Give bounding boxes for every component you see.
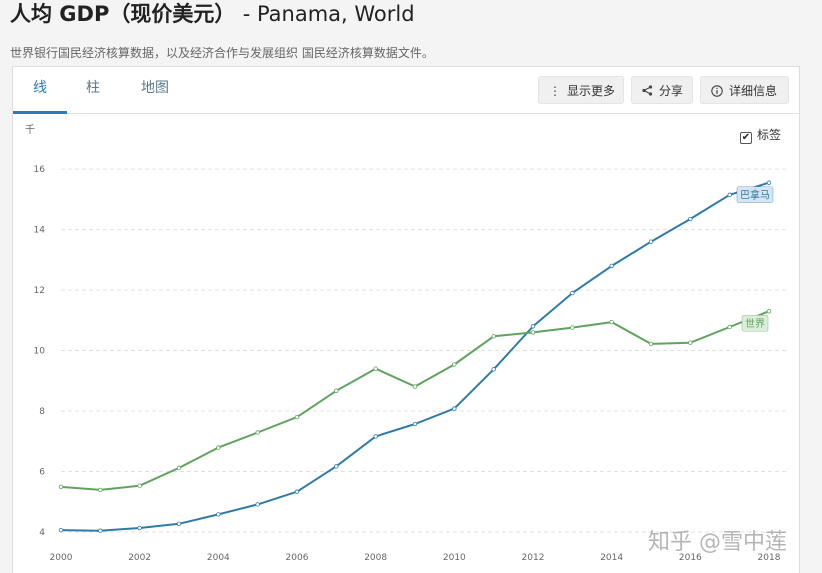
show-more-button[interactable]: ⋮ 显示更多 [538,76,624,104]
data-point [727,324,732,330]
x-tick-label: 2000 [50,553,73,563]
data-point [216,445,221,450]
data-point [491,367,496,372]
data-point [373,366,378,371]
y-tick-label: 16 [34,165,46,175]
y-tick-label: 14 [34,226,46,236]
data-point [648,341,654,347]
data-point [58,527,64,533]
data-point [491,334,496,339]
data-point [530,330,536,335]
tab-line[interactable]: 线 [13,67,67,114]
data-point [58,484,64,490]
labels-toggle[interactable]: ✔ 标签 [740,126,781,144]
data-point [688,216,693,222]
data-point [766,309,772,314]
series-label: 世界 [745,318,765,330]
show-more-label: 显示更多 [567,84,616,98]
data-point [176,465,182,471]
vertical-dots-icon: ⋮ [549,84,561,98]
y-tick-label: 12 [34,286,45,296]
labels-toggle-label: 标签 [757,128,782,142]
series-label-box [736,186,774,204]
tab-bar[interactable]: 柱 [86,80,100,96]
data-point [137,525,142,531]
series-line-0 [60,181,770,532]
x-tick-label: 2004 [207,553,230,563]
x-tick-label: 2002 [128,553,151,563]
data-point [137,483,142,488]
data-point [609,263,614,269]
data-point [727,192,732,198]
data-point [294,414,300,420]
data-point [373,434,378,439]
tab-map[interactable]: 地图 [141,80,169,96]
data-point [412,384,418,389]
x-tick-label: 2012 [522,553,545,563]
details-button[interactable]: 详细信息 [700,76,789,104]
watermark: 知乎 @雪中莲 [648,530,787,555]
line-chart: 千 4 6 8 10 12 14 16 2000 2002 2004 2006 2008 2010 2012… [25,124,787,563]
data-point [98,487,103,493]
data-point [98,528,103,533]
x-tick-label: 2014 [600,553,623,563]
x-tick-label: 2006 [286,553,309,563]
data-point [334,388,339,393]
data-point [609,319,614,325]
info-icon [711,77,723,105]
data-point [412,421,418,427]
source-note: 世界银行国民经济核算数据，以及经济合作与发展组织 国民经济核算数据文件。 [10,46,434,60]
x-tick-label: 2018 [758,553,781,563]
data-point [216,512,221,517]
data-point [766,180,772,185]
y-tick-label: 6 [39,467,45,477]
title-suffix: - Panama, World [242,2,415,26]
data-point [255,430,260,435]
x-tick-label: 2016 [679,553,702,563]
data-point [452,406,457,411]
data-point [570,290,575,296]
y-tick-label: 8 [39,407,45,417]
page-title: 人均 GDP（现价美元） - Panama, World [10,0,415,28]
series-label-box [741,314,769,332]
data-point [570,325,575,330]
details-label: 详细信息 [729,84,778,98]
labels-checkbox[interactable]: ✔ [740,132,752,144]
y-unit-label: 千 [25,124,35,136]
data-point [294,489,300,494]
data-point [530,324,536,329]
data-point [688,340,693,345]
title-main: 人均 GDP（现价美元） [10,2,236,26]
share-label: 分享 [659,84,684,98]
y-tick-label: 4 [39,528,45,538]
series-line-1 [60,310,770,491]
share-icon [642,77,653,105]
chart-panel: 线 柱 地图 ⋮ 显示更多 分享 [12,66,800,573]
data-point [648,239,654,244]
data-point [255,502,260,507]
data-point [452,362,457,367]
y-tick-label: 10 [34,347,46,357]
x-tick-label: 2010 [443,553,466,563]
view-tabs: 线 柱 地图 ⋮ 显示更多 分享 [13,67,799,114]
data-point [176,521,182,526]
series-label: 巴拿马 [740,189,770,202]
share-button[interactable]: 分享 [631,76,693,104]
data-point [334,464,339,469]
x-tick-label: 2008 [364,553,387,563]
